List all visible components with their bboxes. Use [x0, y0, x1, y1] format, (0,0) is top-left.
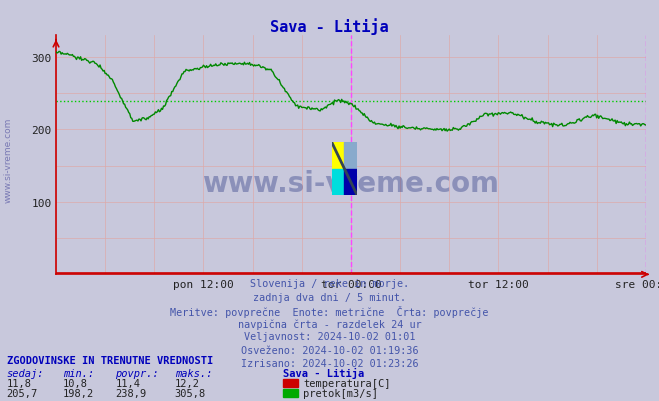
Text: Osveženo: 2024-10-02 01:19:36: Osveženo: 2024-10-02 01:19:36 — [241, 345, 418, 355]
Text: povpr.:: povpr.: — [115, 368, 159, 378]
Text: 198,2: 198,2 — [63, 388, 94, 398]
Text: Slovenija / reke in morje.: Slovenija / reke in morje. — [250, 279, 409, 289]
Text: 205,7: 205,7 — [7, 388, 38, 398]
Text: temperatura[C]: temperatura[C] — [303, 378, 391, 388]
Text: Meritve: povprečne  Enote: metrične  Črta: povprečje: Meritve: povprečne Enote: metrične Črta:… — [170, 305, 489, 317]
Text: 11,8: 11,8 — [7, 378, 32, 388]
Text: ZGODOVINSKE IN TRENUTNE VREDNOSTI: ZGODOVINSKE IN TRENUTNE VREDNOSTI — [7, 355, 213, 365]
Text: zadnja dva dni / 5 minut.: zadnja dva dni / 5 minut. — [253, 292, 406, 302]
Text: Sava - Litija: Sava - Litija — [270, 18, 389, 35]
Text: 305,8: 305,8 — [175, 388, 206, 398]
Text: pretok[m3/s]: pretok[m3/s] — [303, 388, 378, 398]
Text: min.:: min.: — [63, 368, 94, 378]
Text: Sava - Litija: Sava - Litija — [283, 367, 364, 378]
Text: Veljavnost: 2024-10-02 01:01: Veljavnost: 2024-10-02 01:01 — [244, 332, 415, 342]
Bar — [331, 143, 344, 169]
Text: sedaj:: sedaj: — [7, 368, 44, 378]
Bar — [344, 169, 357, 195]
Text: www.si-vreme.com: www.si-vreme.com — [202, 170, 500, 198]
Text: 10,8: 10,8 — [63, 378, 88, 388]
Text: 238,9: 238,9 — [115, 388, 146, 398]
Bar — [344, 143, 357, 169]
Text: www.si-vreme.com: www.si-vreme.com — [3, 118, 13, 203]
Text: 12,2: 12,2 — [175, 378, 200, 388]
Text: navpična črta - razdelek 24 ur: navpična črta - razdelek 24 ur — [238, 318, 421, 329]
Text: maks.:: maks.: — [175, 368, 212, 378]
Bar — [331, 169, 344, 195]
Text: 11,4: 11,4 — [115, 378, 140, 388]
Text: Izrisano: 2024-10-02 01:23:26: Izrisano: 2024-10-02 01:23:26 — [241, 358, 418, 368]
